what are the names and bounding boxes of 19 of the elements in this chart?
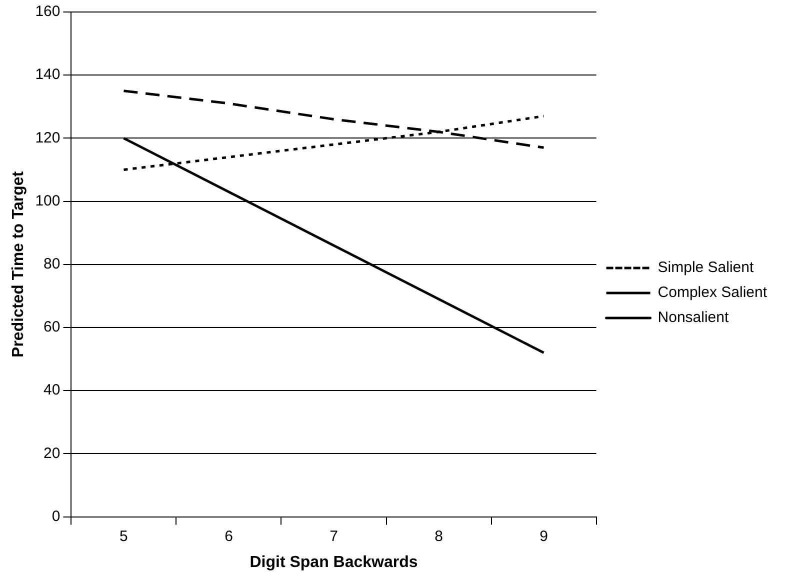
x-tick-label: 6 bbox=[224, 528, 233, 545]
legend-label: Simple Salient bbox=[658, 259, 754, 276]
y-tick-label: 0 bbox=[52, 508, 60, 525]
y-axis-title: Predicted Time to Target bbox=[10, 170, 28, 358]
y-tick-label: 120 bbox=[35, 129, 60, 146]
y-tick-label: 40 bbox=[44, 382, 60, 399]
x-tick-label: 7 bbox=[330, 528, 338, 545]
y-tick-label: 60 bbox=[44, 318, 60, 336]
y-tick-label: 140 bbox=[35, 66, 60, 84]
x-tick-label: 5 bbox=[120, 528, 128, 545]
y-tick-label: 80 bbox=[44, 256, 60, 273]
legend-label: Nonsalient bbox=[658, 309, 730, 326]
y-tick-label: 20 bbox=[44, 444, 60, 462]
legend-label: Complex Salient bbox=[658, 284, 768, 302]
y-tick-label: 100 bbox=[35, 192, 60, 210]
x-tick-label: 8 bbox=[434, 528, 443, 545]
x-tick-label: 9 bbox=[540, 528, 548, 545]
x-axis-title: Digit Span Backwards bbox=[250, 554, 418, 571]
y-tick-label: 160 bbox=[35, 3, 60, 20]
